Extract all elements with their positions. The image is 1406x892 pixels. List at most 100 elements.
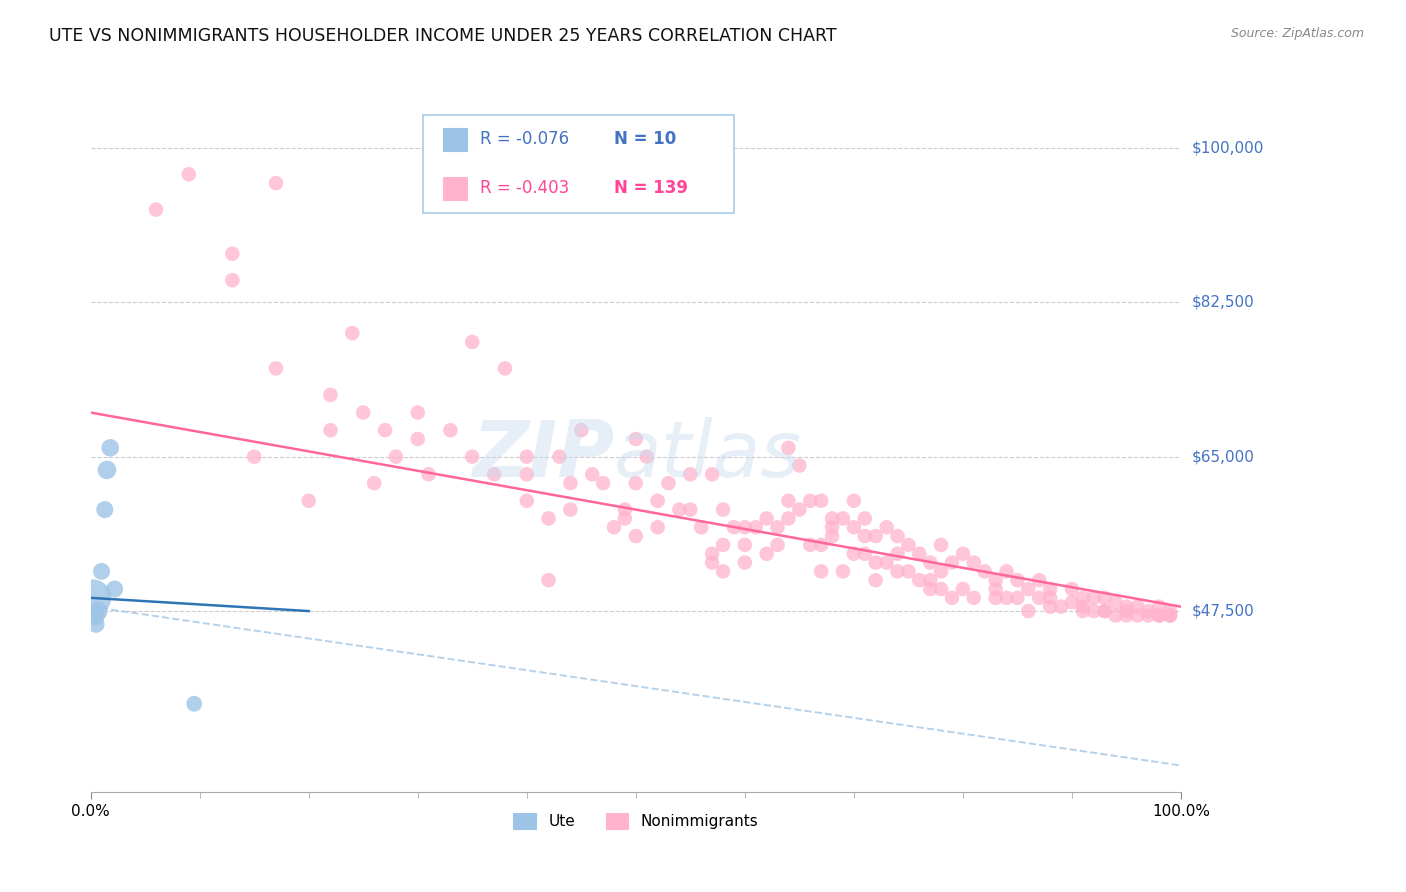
Point	[778, 493, 800, 508]
Point	[516, 450, 538, 464]
Point	[700, 547, 723, 561]
Text: $100,000: $100,000	[1192, 140, 1264, 155]
Point	[1050, 599, 1073, 614]
Point	[929, 565, 952, 579]
Point	[755, 511, 778, 525]
Point	[1115, 608, 1137, 623]
Point	[668, 502, 690, 516]
Point	[832, 565, 855, 579]
Point	[87, 604, 110, 618]
Point	[952, 547, 974, 561]
Point	[84, 617, 107, 632]
Point	[679, 467, 702, 482]
Point	[613, 511, 636, 525]
Legend: Ute, Nonimmigrants: Ute, Nonimmigrants	[508, 807, 765, 836]
FancyBboxPatch shape	[443, 177, 467, 200]
Point	[1017, 604, 1039, 618]
Point	[84, 608, 107, 623]
Point	[810, 493, 832, 508]
Point	[810, 538, 832, 552]
Point	[734, 538, 756, 552]
Point	[418, 467, 440, 482]
Point	[374, 423, 396, 437]
Point	[221, 273, 243, 287]
Point	[920, 573, 942, 587]
Point	[560, 476, 582, 491]
Point	[984, 582, 1007, 596]
Point	[1147, 608, 1170, 623]
Point	[1137, 604, 1160, 618]
Point	[941, 591, 963, 605]
Point	[624, 476, 647, 491]
Point	[789, 502, 811, 516]
Text: ZIP: ZIP	[472, 417, 614, 493]
Point	[96, 463, 118, 477]
Point	[908, 573, 931, 587]
Point	[264, 361, 287, 376]
Point	[1039, 582, 1062, 596]
Point	[1071, 599, 1094, 614]
Point	[865, 529, 887, 543]
Point	[636, 450, 658, 464]
Point	[1126, 608, 1149, 623]
Point	[711, 565, 734, 579]
Point	[319, 388, 342, 402]
Point	[865, 556, 887, 570]
Point	[755, 547, 778, 561]
Point	[1137, 608, 1160, 623]
Point	[183, 697, 205, 711]
Point	[1071, 604, 1094, 618]
Point	[94, 502, 117, 516]
Text: N = 10: N = 10	[614, 130, 676, 148]
Point	[82, 591, 104, 605]
Point	[963, 556, 986, 570]
Point	[778, 511, 800, 525]
Point	[1083, 604, 1105, 618]
Point	[98, 441, 121, 455]
Point	[569, 423, 592, 437]
Point	[897, 565, 920, 579]
Point	[941, 556, 963, 570]
Point	[711, 502, 734, 516]
Point	[886, 529, 908, 543]
Point	[789, 458, 811, 473]
Point	[264, 176, 287, 190]
Point	[766, 538, 789, 552]
Point	[995, 591, 1018, 605]
Point	[821, 511, 844, 525]
Point	[145, 202, 167, 217]
Point	[973, 565, 995, 579]
Text: R = -0.403: R = -0.403	[479, 179, 569, 197]
Point	[1028, 591, 1050, 605]
Point	[548, 450, 571, 464]
Point	[319, 423, 342, 437]
Point	[734, 556, 756, 570]
Point	[1094, 591, 1116, 605]
Text: $47,500: $47,500	[1192, 604, 1254, 618]
Point	[1071, 591, 1094, 605]
Point	[920, 582, 942, 596]
Point	[711, 538, 734, 552]
Point	[995, 565, 1018, 579]
Point	[1104, 608, 1126, 623]
Point	[690, 520, 713, 534]
Point	[700, 556, 723, 570]
Point	[810, 565, 832, 579]
Point	[745, 520, 768, 534]
Point	[1147, 608, 1170, 623]
Point	[1104, 595, 1126, 609]
Point	[1017, 582, 1039, 596]
Point	[104, 582, 127, 596]
Point	[1060, 595, 1083, 609]
Point	[1094, 604, 1116, 618]
Point	[1159, 608, 1181, 623]
Text: atlas: atlas	[614, 417, 801, 493]
Point	[1126, 599, 1149, 614]
Point	[1039, 591, 1062, 605]
Point	[439, 423, 461, 437]
Point	[461, 334, 484, 349]
Point	[352, 405, 374, 419]
Point	[90, 565, 112, 579]
Point	[516, 467, 538, 482]
Point	[984, 573, 1007, 587]
